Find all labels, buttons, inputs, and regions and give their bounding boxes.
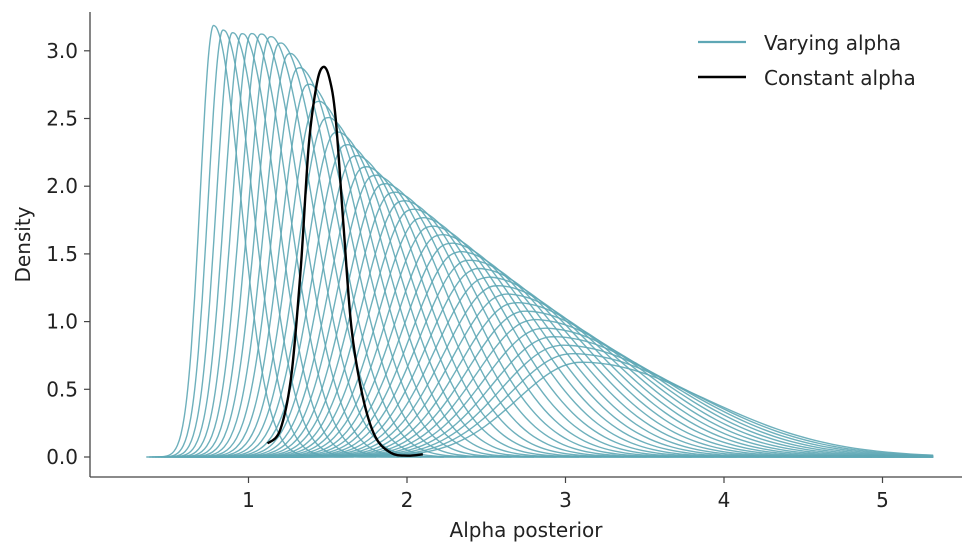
x-tick-label: 1 xyxy=(242,488,255,512)
varying-alpha-curve xyxy=(157,32,444,458)
x-tick-label: 4 xyxy=(718,488,731,512)
varying-alpha-curves xyxy=(146,24,934,458)
y-axis-label: Density xyxy=(11,206,35,282)
varying-alpha-curve xyxy=(160,33,467,458)
constant-alpha-curve-group xyxy=(266,65,423,457)
y-tick-label: 2.0 xyxy=(46,174,78,198)
y-tick-label: 1.0 xyxy=(46,310,78,334)
varying-alpha-curve xyxy=(234,285,934,458)
x-tick-label: 2 xyxy=(401,488,414,512)
axes xyxy=(89,12,962,478)
y-tick-label: 2.5 xyxy=(46,107,78,131)
legend: Varying alpha Constant alpha xyxy=(698,31,916,90)
legend-label-varying-alpha: Varying alpha xyxy=(764,31,901,55)
varying-alpha-curve xyxy=(163,36,489,458)
y-tick-label: 0.5 xyxy=(46,377,78,401)
x-tick-label: 3 xyxy=(559,488,572,512)
x-axis-label: Alpha posterior xyxy=(450,518,604,542)
ticks: 1 2 3 4 5 0.0 0.5 1.0 1.5 2.0 2.5 3.0 xyxy=(46,39,889,512)
y-tick-label: 1.5 xyxy=(46,242,78,266)
varying-alpha-curve xyxy=(225,259,934,458)
varying-alpha-curve xyxy=(260,361,934,458)
y-tick-label: 3.0 xyxy=(46,39,78,63)
legend-label-constant-alpha: Constant alpha xyxy=(764,66,916,90)
y-tick-label: 0.0 xyxy=(46,445,78,469)
varying-alpha-curve xyxy=(175,83,580,458)
constant-alpha-curve xyxy=(266,65,423,457)
varying-alpha-curve xyxy=(236,293,934,458)
x-tick-label: 5 xyxy=(876,488,889,512)
